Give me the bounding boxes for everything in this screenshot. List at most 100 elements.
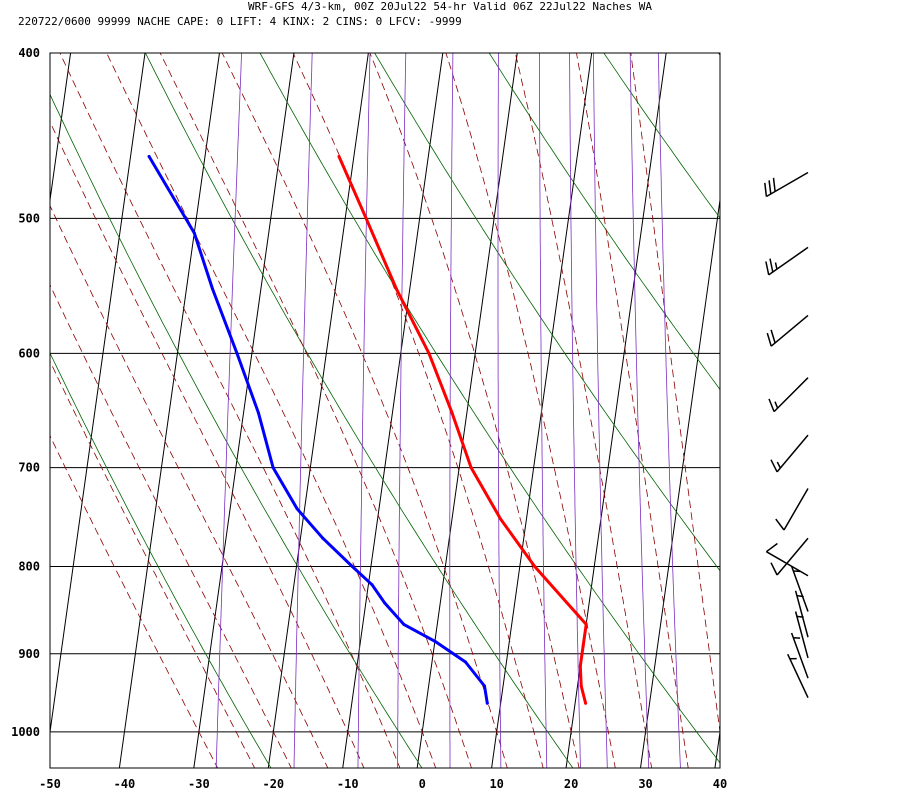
dewpoint-point <box>235 351 239 355</box>
temperature-point <box>579 684 583 688</box>
x-tick-label: 40 <box>713 777 727 791</box>
x-tick-label: -20 <box>262 777 284 791</box>
wind-barb <box>794 590 809 638</box>
dewpoint-point <box>295 507 299 511</box>
wind-barb-feather <box>766 332 772 347</box>
dry-adiabat-line <box>488 53 720 391</box>
wind-barb-column <box>764 171 809 699</box>
x-tick-label: 30 <box>638 777 652 791</box>
wind-barb-staff <box>776 537 809 576</box>
dewpoint-point <box>383 601 386 605</box>
wind-barb <box>790 632 809 679</box>
y-tick-label: 800 <box>18 560 40 574</box>
wind-barb <box>770 537 809 576</box>
moist-adiabat-line <box>292 53 544 768</box>
wind-barb-staff <box>776 434 809 473</box>
wind-barb-staff <box>787 653 809 699</box>
wind-barb-feather <box>776 461 782 469</box>
wind-barb <box>790 566 809 612</box>
plot-frame <box>49 52 721 769</box>
wind-barb-staff <box>794 611 809 659</box>
x-tick-label: -50 <box>39 777 61 791</box>
mixing-ratio-line <box>569 53 581 768</box>
temperature-line <box>337 155 588 705</box>
wind-barb <box>765 542 809 577</box>
mixing-ratio-line <box>449 53 454 768</box>
temperature-point <box>578 664 582 668</box>
wind-barb-staff <box>768 246 809 276</box>
dry-adiabat-line <box>50 93 423 768</box>
y-tick-label: 900 <box>18 647 40 661</box>
y-tick-label: 700 <box>18 461 40 475</box>
wind-barb-feather <box>796 594 804 598</box>
temperature-point <box>533 565 537 568</box>
y-tick-label: 600 <box>18 346 40 360</box>
wind-barb-staff <box>766 171 809 198</box>
mixing-ratio-line <box>629 53 650 768</box>
dewpoint-point <box>433 639 437 643</box>
wind-barb-feather <box>772 177 776 192</box>
moist-adiabat-line <box>514 53 653 768</box>
wind-barb <box>770 434 809 473</box>
wind-barb-staff <box>790 632 809 679</box>
temperature-point <box>427 351 431 355</box>
x-tick-label: 0 <box>419 777 426 791</box>
x-tick-label: 20 <box>564 777 578 791</box>
dewpoint-point <box>271 466 275 470</box>
wind-barb-staff <box>794 590 809 638</box>
wind-barb <box>764 171 809 198</box>
temperature-point <box>584 622 588 626</box>
dewpoint-point <box>256 411 260 415</box>
wind-barb-feather <box>770 459 778 473</box>
y-tick-label: 1000 <box>11 725 40 739</box>
moist-adiabat-line <box>50 284 292 768</box>
wind-barb <box>768 377 809 413</box>
dewpoint-point <box>485 701 489 705</box>
isotherm-line <box>50 53 146 736</box>
chart-title: WRF-GFS 4/3-km, 00Z 20Jul22 54-hr Valid … <box>248 0 652 13</box>
moist-adiabat-line <box>369 53 580 768</box>
dry-adiabat-line <box>603 53 720 219</box>
mixing-ratio-line <box>397 53 407 768</box>
chart-axes: -50 -40 -30 -20 -10 0 10 20 30 40 400 500 600 700 800 9… <box>11 46 727 791</box>
dewpoint-line <box>147 155 489 705</box>
dewpoint-point <box>147 155 151 158</box>
x-tick-label: 10 <box>489 777 503 791</box>
wind-barb-feather <box>770 329 776 344</box>
wind-barb <box>787 653 809 699</box>
mixing-ratio-line <box>497 53 502 768</box>
temperature-point <box>337 155 341 158</box>
temperature-point <box>581 644 585 647</box>
mixing-ratio-line <box>293 53 313 768</box>
temperature-point <box>450 411 454 415</box>
wind-barb-staff <box>790 566 809 612</box>
dewpoint-point <box>402 622 406 626</box>
wind-barb-feather <box>764 182 768 197</box>
temperature-point <box>498 517 502 521</box>
temperature-point <box>394 287 398 291</box>
dry-adiabat-line <box>833 53 900 768</box>
dewpoint-trace <box>147 155 489 705</box>
mixing-ratio-line <box>357 53 371 768</box>
isotherm-line <box>267 53 369 768</box>
dry-adiabat-line <box>144 53 574 768</box>
y-tick-label: 500 <box>18 211 40 225</box>
wind-barb-feather <box>796 615 804 619</box>
wind-barb-feather <box>769 258 774 273</box>
dry-adiabat-line <box>374 53 720 572</box>
moist-adiabat-line <box>50 434 219 768</box>
moist-adiabat-line <box>50 360 256 768</box>
x-tick-label: -10 <box>337 777 359 791</box>
moist-adiabat-line <box>576 53 689 768</box>
moist-adiabat-line <box>445 53 616 768</box>
moist-adiabat-line <box>50 120 365 768</box>
dewpoint-point <box>483 684 486 688</box>
isotherm-line <box>416 53 518 768</box>
dewpoint-point <box>211 287 214 291</box>
temperature-point <box>565 601 569 605</box>
temperature-trace <box>337 155 588 705</box>
wind-barb-staff <box>766 551 809 577</box>
wind-barb <box>766 314 809 347</box>
isotherm-line <box>50 53 72 204</box>
